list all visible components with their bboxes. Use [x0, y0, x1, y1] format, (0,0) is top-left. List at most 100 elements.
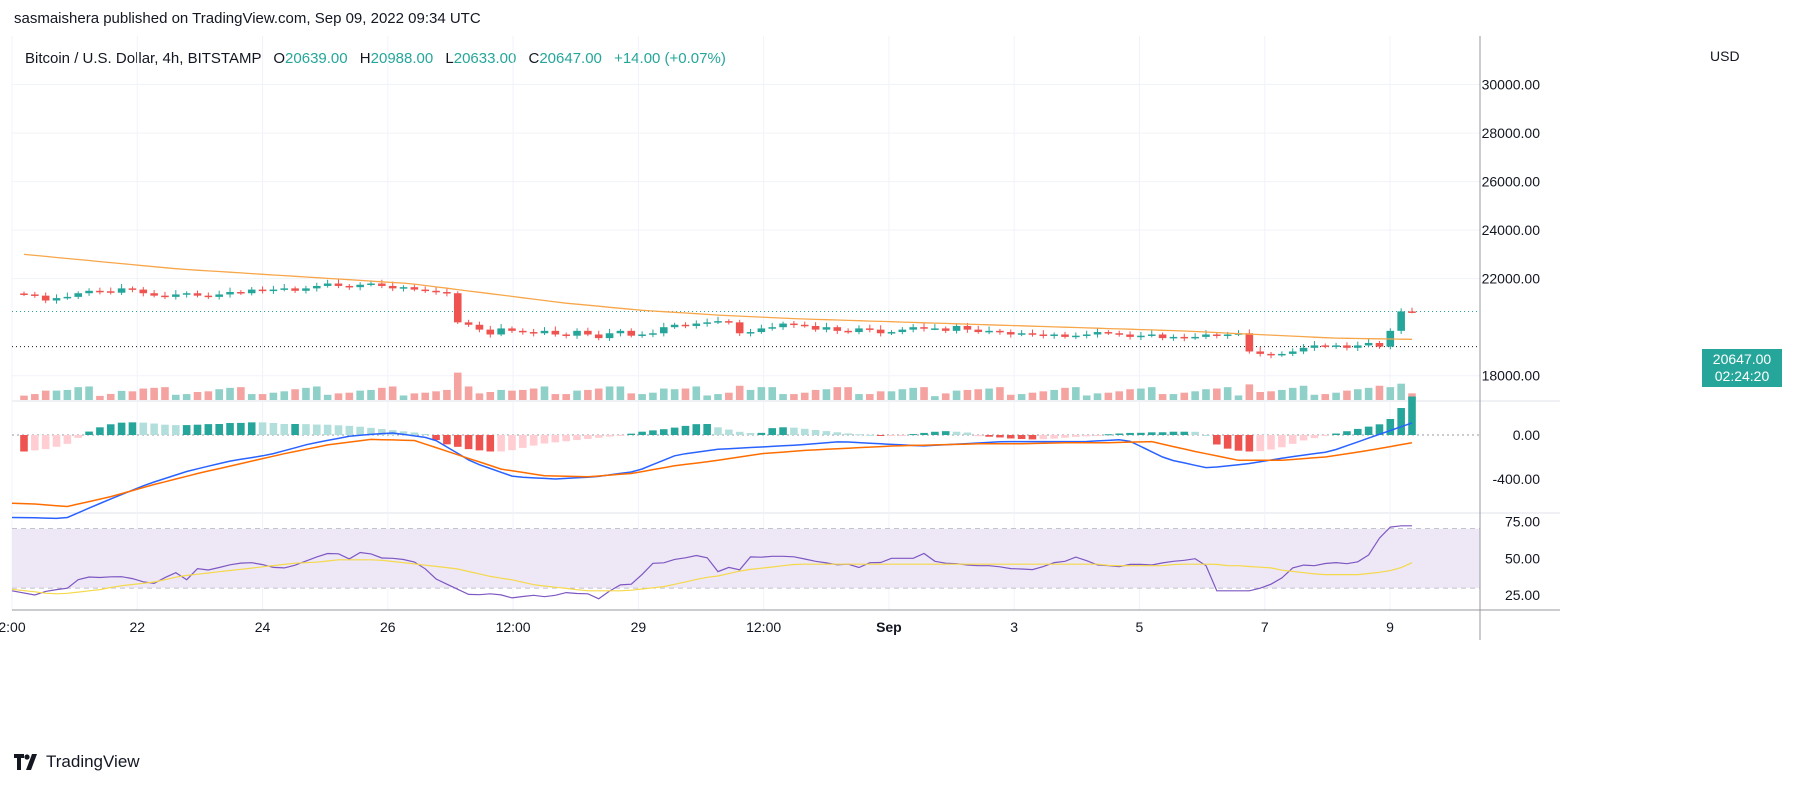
- candle-body: [106, 291, 115, 293]
- candle-body: [714, 321, 722, 323]
- candle-body: [1364, 342, 1373, 346]
- volume-bar: [1180, 392, 1189, 400]
- time-axis[interactable]: 2:00 22 24 26 12:00 29 12:00 Sep 3 5 7 9: [0, 619, 1394, 635]
- time-tick-label: 29: [631, 619, 647, 635]
- candle-body: [985, 330, 993, 333]
- candle-body: [161, 295, 169, 298]
- macd-histogram-bar: [20, 435, 28, 452]
- volume-bar: [1310, 394, 1319, 400]
- macd-histogram-bar: [779, 427, 787, 435]
- volume-bar: [508, 390, 516, 400]
- volume-bar: [1006, 394, 1015, 400]
- volume-bar: [161, 387, 169, 400]
- macd-histogram-bar: [1256, 435, 1264, 452]
- volume-bar: [898, 389, 907, 400]
- macd-histogram-bar: [410, 432, 419, 435]
- symbol-title[interactable]: Bitcoin / U.S. Dollar, 4h, BITSTAMP: [25, 50, 262, 67]
- volume-bar: [367, 389, 375, 400]
- volume-bar: [855, 394, 863, 400]
- time-tick-label: 2:00: [0, 619, 26, 635]
- rsi-tick-label: 25.00: [1505, 587, 1540, 603]
- macd-histogram-bar: [399, 431, 408, 435]
- volume-bar: [746, 389, 755, 400]
- volume-bar: [659, 388, 668, 400]
- candle-body: [302, 288, 310, 291]
- macd-histogram-bar: [204, 424, 213, 435]
- macd-histogram-bar: [1082, 435, 1091, 437]
- candle-body: [41, 295, 50, 301]
- volume-bar: [725, 392, 733, 400]
- candle-body: [486, 329, 495, 335]
- volume-bar: [703, 395, 711, 400]
- volume-bar: [52, 390, 61, 400]
- macd-histogram-bar: [1299, 435, 1308, 441]
- volume-bar: [1375, 385, 1384, 400]
- volume-bar: [887, 391, 896, 400]
- macd-histogram-bar: [128, 422, 137, 435]
- volume-bar: [41, 390, 50, 400]
- macd-histogram-bar: [1093, 435, 1102, 436]
- candle-body: [52, 298, 61, 301]
- candle-body: [790, 323, 798, 326]
- volume-bar: [573, 390, 581, 400]
- volume-bar: [247, 394, 256, 400]
- macd-histogram-bar: [605, 435, 614, 437]
- volume-bar: [540, 386, 549, 400]
- volume-bar: [117, 390, 126, 400]
- volume-bar: [464, 386, 473, 400]
- macd-histogram-bar: [1234, 435, 1243, 451]
- macd-histogram-bar: [735, 431, 744, 435]
- volume-bar: [497, 389, 505, 400]
- candle-body: [941, 328, 950, 331]
- volume-bar: [345, 392, 354, 400]
- macd-histogram-bar: [1321, 435, 1330, 436]
- macd-histogram-bar: [573, 435, 581, 441]
- candle-body: [247, 289, 256, 294]
- macd-histogram-bar: [866, 434, 874, 436]
- price-axis[interactable]: 30000.00 28000.00 26000.00 24000.00 22000.00…: [12, 36, 1560, 640]
- candle-body: [1267, 353, 1275, 356]
- candle-body: [584, 330, 592, 335]
- low-key: L: [445, 50, 454, 67]
- candle-body: [779, 323, 787, 328]
- macd-line: [11, 422, 1413, 520]
- macd-histogram-bar: [150, 423, 158, 435]
- candle-body: [1375, 342, 1384, 347]
- volume-bar: [399, 395, 408, 400]
- volume-bar: [931, 396, 939, 400]
- volume-bar: [1072, 387, 1080, 400]
- time-tick-label: 12:00: [746, 619, 781, 635]
- tradingview-logo[interactable]: TradingView: [14, 752, 140, 772]
- macd-histogram-bar: [692, 424, 701, 435]
- candle-body: [291, 288, 299, 291]
- candle-body: [887, 332, 896, 334]
- volume-bar: [388, 386, 397, 400]
- volume-bar: [1245, 384, 1254, 400]
- tradingview-logo-icon: [14, 754, 37, 770]
- macd-histogram-bar: [898, 435, 907, 436]
- macd-histogram-bar: [670, 427, 679, 435]
- volume-bar: [258, 394, 267, 400]
- macd-histogram-bar: [703, 424, 711, 435]
- macd-histogram-bar: [1353, 428, 1362, 435]
- macd-histogram-bar: [247, 422, 256, 435]
- volume-bar: [941, 393, 950, 400]
- candle-body: [1147, 334, 1156, 336]
- macd-histogram-bar: [421, 434, 430, 436]
- candle-body: [833, 327, 842, 331]
- candle-body: [193, 293, 202, 296]
- open-value: 20639.00: [285, 50, 348, 67]
- volume-bar: [1288, 387, 1297, 400]
- candle-body: [226, 292, 234, 295]
- volume-bar: [269, 392, 278, 400]
- rsi-tick-label: 50.00: [1505, 550, 1540, 566]
- macd-histogram-bar: [345, 425, 354, 435]
- volume-bar: [996, 387, 1004, 400]
- macd-tick-label: -400.00: [1493, 471, 1541, 487]
- candle-body: [421, 289, 430, 292]
- time-tick-label: 26: [380, 619, 396, 635]
- candle-body: [1397, 311, 1405, 331]
- candle-body: [963, 325, 972, 330]
- time-tick-label: 22: [129, 619, 145, 635]
